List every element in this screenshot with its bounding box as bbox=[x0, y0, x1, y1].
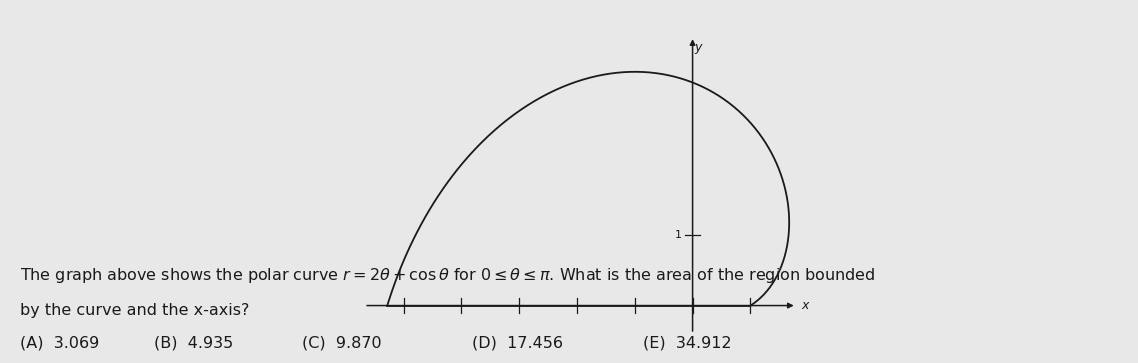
Text: $x$: $x$ bbox=[801, 299, 810, 312]
Text: (A)  3.069: (A) 3.069 bbox=[20, 335, 100, 350]
Text: The graph above shows the polar curve $r = 2\theta + \cos\theta$ for $0 \leq \th: The graph above shows the polar curve $r… bbox=[20, 266, 876, 285]
Text: (B)  4.935: (B) 4.935 bbox=[154, 335, 233, 350]
Text: by the curve and the x-axis?: by the curve and the x-axis? bbox=[20, 303, 250, 318]
Text: (C)  9.870: (C) 9.870 bbox=[302, 335, 381, 350]
Text: (D)  17.456: (D) 17.456 bbox=[472, 335, 563, 350]
Text: 1: 1 bbox=[675, 229, 682, 240]
Text: (E)  34.912: (E) 34.912 bbox=[643, 335, 732, 350]
Text: $y$: $y$ bbox=[694, 42, 703, 56]
